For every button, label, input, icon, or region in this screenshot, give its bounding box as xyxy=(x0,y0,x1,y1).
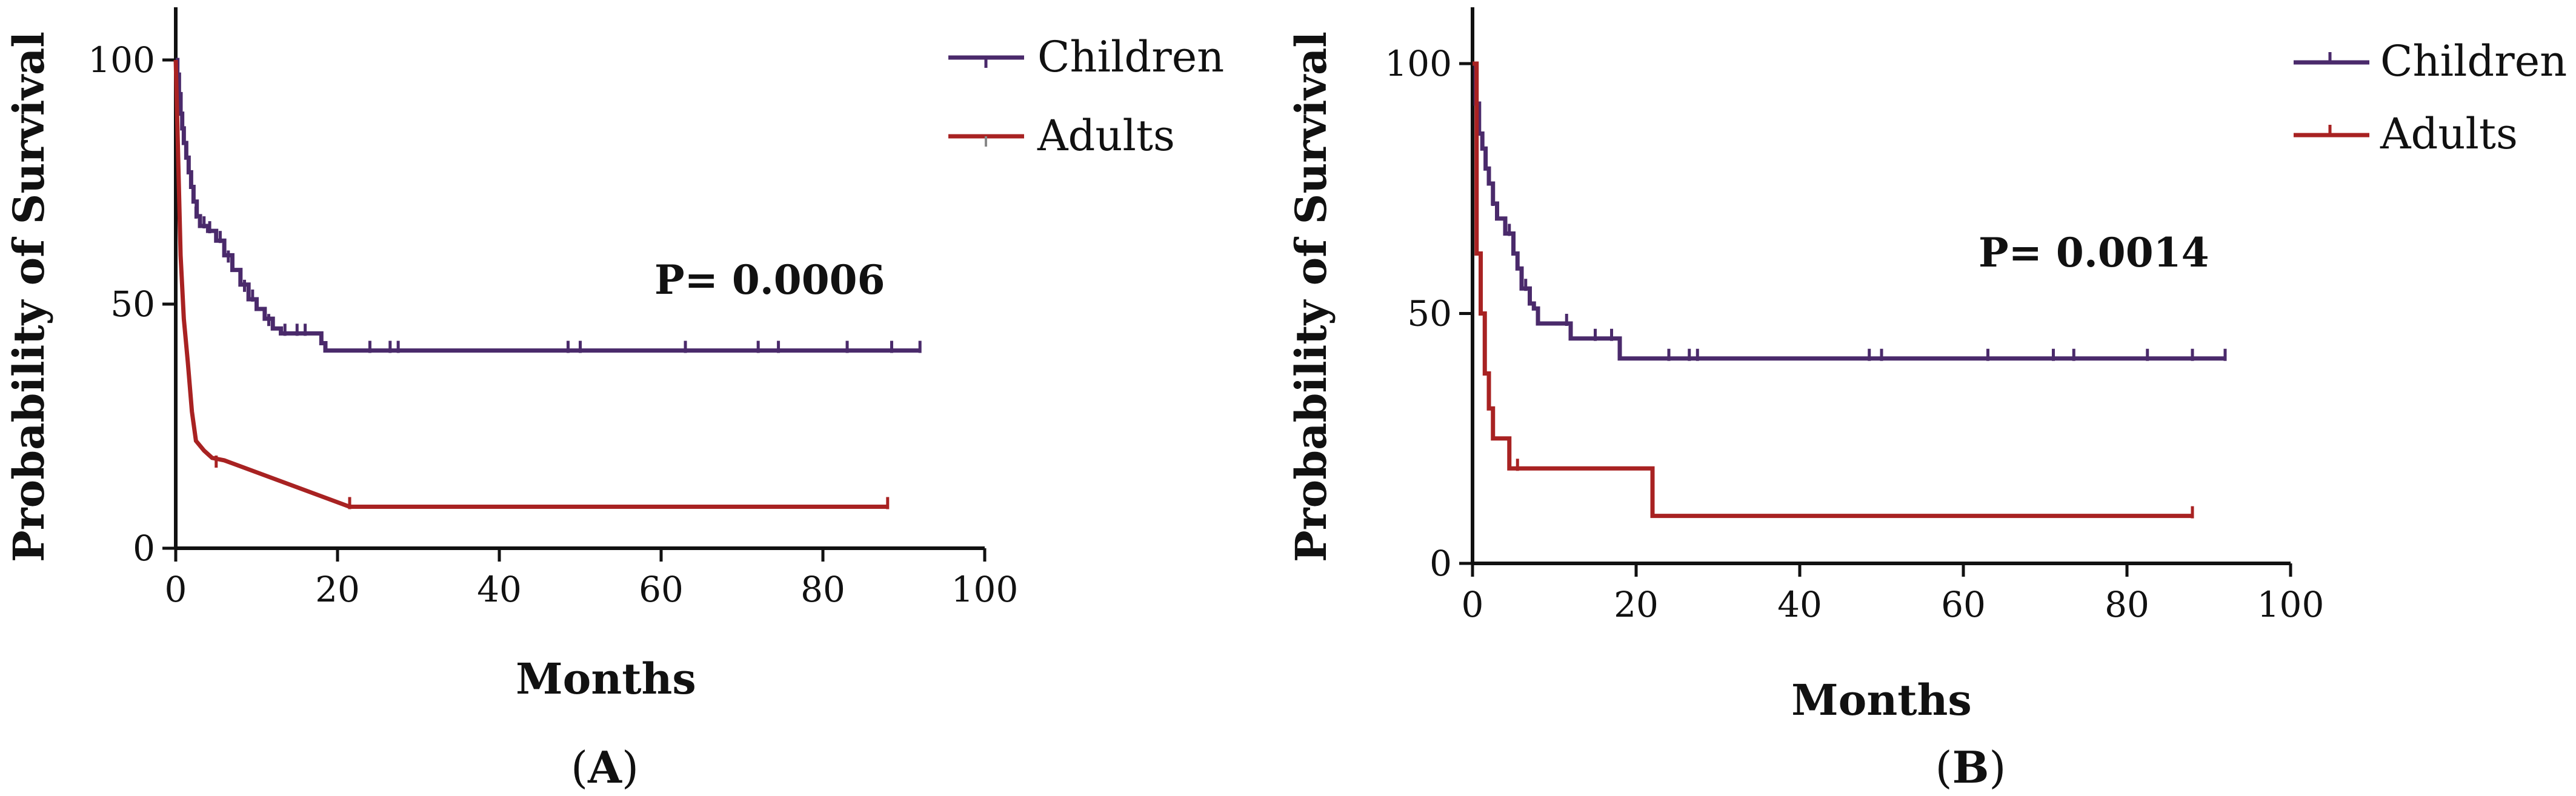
panel-a-x-tick-label: 0 xyxy=(165,569,187,610)
panel-a-chart: 0 20 40 60 80 100 0 50 100 P= 0.0006 Months Prob… xyxy=(4,7,1224,793)
panel-b-legend: Children Adults xyxy=(2294,36,2567,159)
panel-b-series-adults-line xyxy=(1473,61,2192,519)
panel-b-plot-area: 0 20 40 60 80 100 0 50 100 xyxy=(1385,7,2324,625)
panel-b-x-tick-label: 0 xyxy=(1462,584,1484,625)
legend-label-adults: Adults xyxy=(2380,109,2518,159)
panel-b-x-tick-label: 40 xyxy=(1777,584,1822,625)
panel-b-x-tick-label: 60 xyxy=(1941,584,1986,625)
panel-b-x-tick-label: 20 xyxy=(1614,584,1659,625)
panel-a-y-tick-label: 50 xyxy=(110,284,155,325)
panel-b-chart: 0 20 40 60 80 100 0 50 100 P= 0.0014 Months Prob… xyxy=(1286,7,2567,793)
panel-b-y-tick-label: 0 xyxy=(1429,543,1452,584)
panel-a-y-tick-label: 100 xyxy=(88,39,155,81)
panel-a-y-tick-label: 0 xyxy=(133,528,155,569)
panel-a-y-axis-title: Probability of Survival xyxy=(4,32,54,562)
panel-a-x-axis-title: Months xyxy=(516,654,696,704)
panel-b-y-tick-label: 50 xyxy=(1407,293,1452,334)
panel-b-x-tick-label: 80 xyxy=(2105,584,2149,625)
panel-a-x-tick-label: 60 xyxy=(639,569,684,610)
panel-b-x-tick-label: 100 xyxy=(2257,584,2325,625)
panel-b-series-children-line xyxy=(1473,61,2225,361)
legend-label-adults: Adults xyxy=(1037,111,1175,161)
panel-b-p-value: P= 0.0014 xyxy=(1979,229,2209,276)
panel-b-y-axis-title: Probability of Survival xyxy=(1286,32,1336,562)
panel-a-series-children-line xyxy=(175,58,920,353)
panel-b-y-tick-label: 100 xyxy=(1385,43,1452,84)
panel-a-series-adults-line xyxy=(173,59,888,509)
legend-label-children: Children xyxy=(1037,32,1224,82)
panel-a-x-tick-label: 100 xyxy=(951,569,1019,610)
panel-a-legend: Children Adults xyxy=(948,32,1224,161)
panel-a-x-tick-label: 20 xyxy=(315,569,360,610)
panel-b-label: (B) xyxy=(1935,741,2006,793)
panel-a-x-tick-label: 80 xyxy=(800,569,845,610)
panel-a-x-tick-label: 40 xyxy=(477,569,522,610)
panel-a-label: (A) xyxy=(571,741,639,793)
panel-a-plot-area: 0 20 40 60 80 100 0 50 100 xyxy=(88,7,1018,610)
panel-b-x-axis-title: Months xyxy=(1791,675,1972,725)
legend-label-children: Children xyxy=(2380,36,2567,86)
panel-a-p-value: P= 0.0006 xyxy=(654,256,885,303)
